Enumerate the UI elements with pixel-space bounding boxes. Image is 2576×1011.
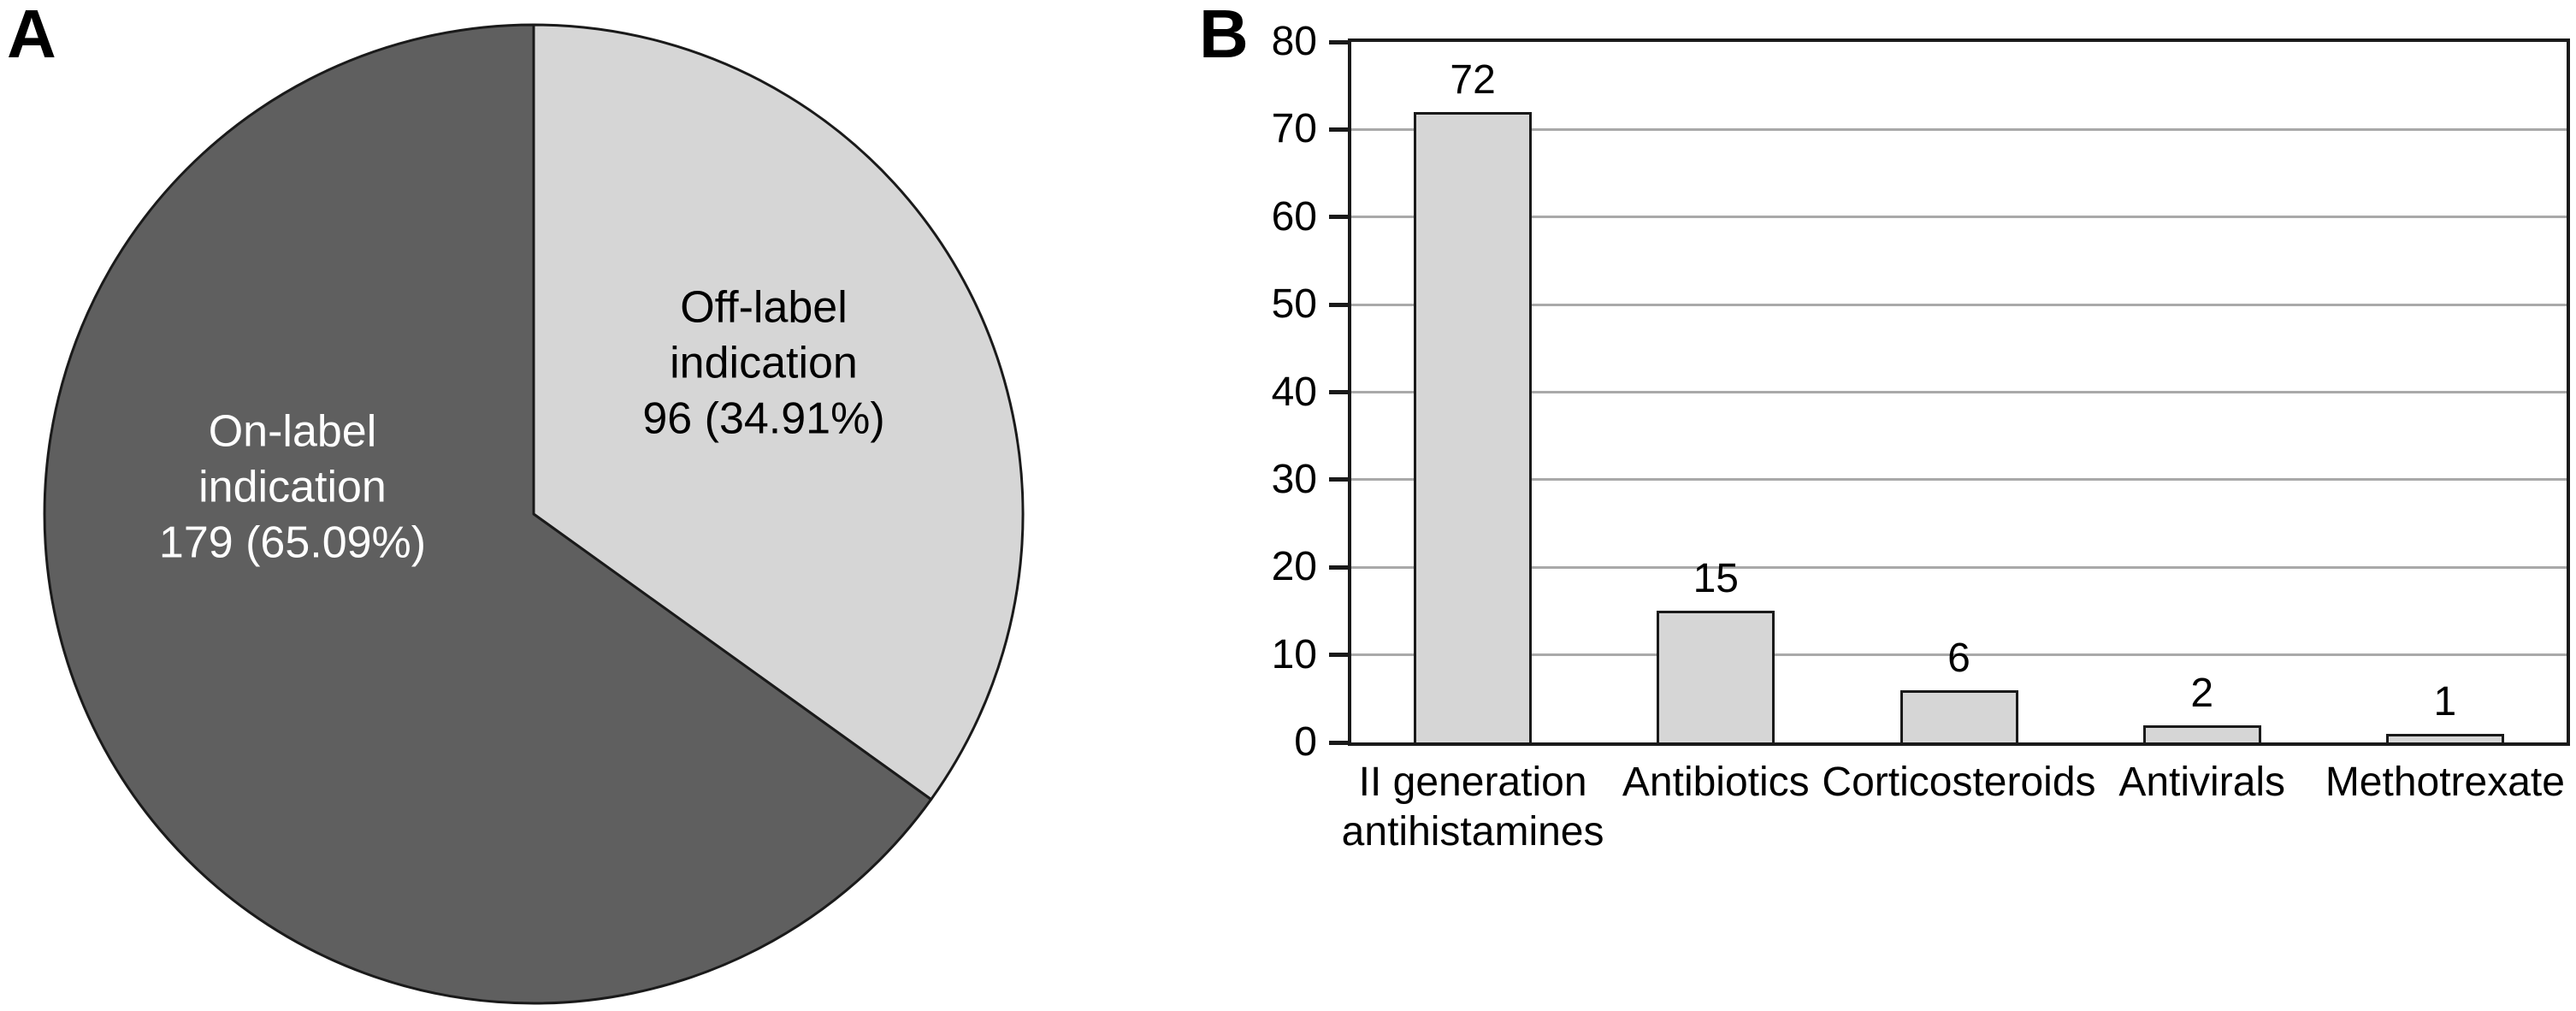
bar-value-label-4: 1 [2433, 678, 2457, 724]
category-label-2: Corticosteroids [1822, 760, 2096, 805]
bar-0 [1414, 111, 1533, 742]
bar-2 [1900, 689, 2018, 742]
gridline-60 [1351, 216, 2567, 219]
y-tick-40 [1329, 390, 1348, 394]
y-tick-80 [1329, 39, 1348, 44]
y-tick-label-30: 30 [1271, 456, 1317, 502]
category-label-3: Antivirals [2118, 760, 2286, 805]
y-tick-70 [1329, 127, 1348, 132]
y-tick-label-50: 50 [1271, 281, 1317, 328]
y-tick-30 [1329, 477, 1348, 482]
pie-slice-off_label [532, 23, 1025, 801]
bar-3 [2142, 724, 2261, 742]
bar-value-label-2: 6 [1947, 635, 1970, 681]
gridline-20 [1351, 565, 2567, 569]
gridline-10 [1351, 653, 2567, 657]
y-tick-60 [1329, 215, 1348, 220]
y-tick-20 [1329, 565, 1348, 570]
pie-label-on-label: On-label indication 179 (65.09%) [158, 406, 427, 568]
panel-b-letter: B [1199, 0, 1249, 72]
pie-label-off-label: Off-label indication 96 (34.91%) [642, 282, 885, 444]
category-label-4: Methotrexate [2325, 760, 2565, 805]
pie-slice-on_label [43, 23, 933, 1005]
y-tick-50 [1329, 302, 1348, 307]
panel-a-letter: A [7, 0, 56, 72]
y-tick-label-0: 0 [1294, 719, 1317, 765]
y-tick-label-60: 60 [1271, 193, 1317, 239]
category-label-0: II generation antihistamines [1341, 760, 1604, 854]
bar-1 [1657, 611, 1775, 742]
y-tick-10 [1329, 653, 1348, 658]
category-label-1: Antibiotics [1622, 760, 1810, 805]
y-tick-label-40: 40 [1271, 369, 1317, 415]
gridline-70 [1351, 127, 2567, 131]
gridline-40 [1351, 391, 2567, 393]
y-tick-label-80: 80 [1271, 19, 1317, 64]
y-tick-label-10: 10 [1271, 631, 1317, 677]
bar-chart-plot-area: 0 10 20 30 40 50 60 70 80 72 II generation antihis… [1272, 19, 2570, 854]
bar-4 [2385, 733, 2504, 742]
gridline-30 [1351, 478, 2567, 482]
pie-chart [43, 23, 1025, 1005]
y-tick-label-70: 70 [1271, 106, 1317, 152]
bar-value-label-1: 15 [1693, 556, 1739, 602]
y-tick-label-20: 20 [1271, 544, 1317, 590]
bar-value-label-0: 72 [1450, 56, 1496, 103]
y-tick-0 [1329, 740, 1348, 745]
gridline-50 [1351, 303, 2567, 306]
bar-value-label-3: 2 [2190, 670, 2214, 716]
